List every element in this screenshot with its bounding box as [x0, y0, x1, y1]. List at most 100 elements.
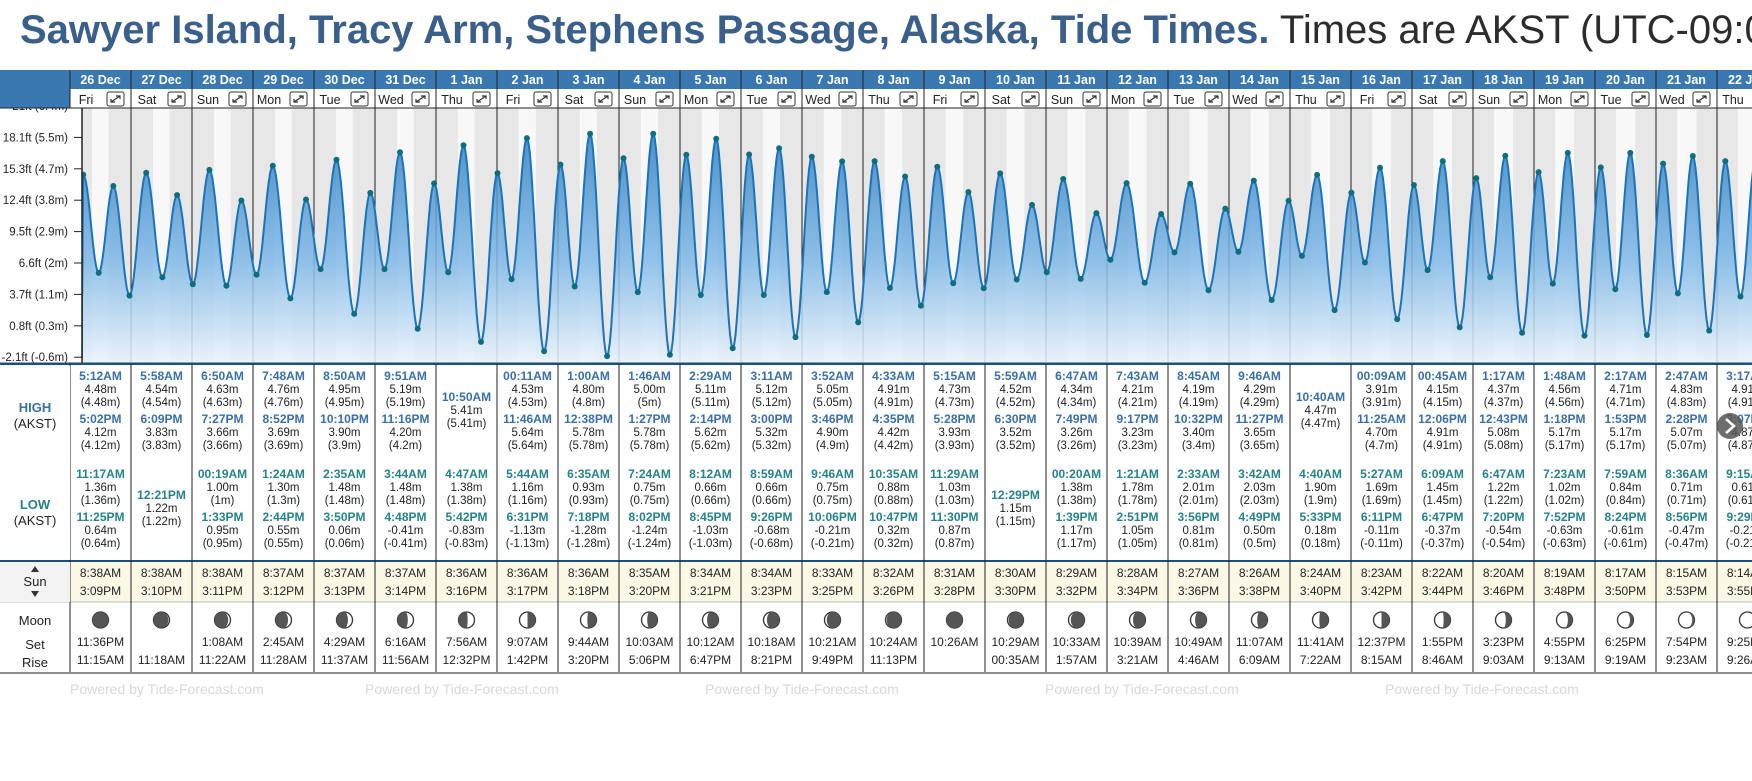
- high-tide-height: 5.19m: [390, 384, 422, 396]
- high-tide-height: 4.29m: [1244, 384, 1276, 396]
- low-tide-time: 11:30PM: [930, 510, 978, 524]
- low-tide-height-metric: (0.71m): [1667, 495, 1707, 507]
- low-tide-height: 0.50m: [1244, 525, 1276, 537]
- day-weekday: Tue: [319, 93, 340, 107]
- expand-day-button[interactable]: [411, 91, 430, 107]
- moonset-time: 9:25PM: [1727, 635, 1752, 649]
- moon-shadow: [275, 612, 289, 628]
- expand-day-button[interactable]: [1631, 91, 1650, 107]
- high-tide-height: 3.69m: [268, 427, 300, 439]
- expand-day-button[interactable]: [1692, 91, 1711, 107]
- expand-day-button[interactable]: [1448, 91, 1467, 107]
- scroll-right-button[interactable]: [1717, 413, 1743, 439]
- sunrise-time: 8:20AM: [1483, 566, 1524, 580]
- high-tide-height: 5.78m: [573, 427, 605, 439]
- low-tide-height: 1.38m: [1061, 482, 1093, 494]
- expand-icon: [903, 95, 914, 103]
- expand-icon: [1452, 95, 1463, 103]
- high-tide-time: 11:46AM: [503, 412, 552, 426]
- low-tide-time: 7:52PM: [1543, 510, 1585, 524]
- expand-day-button[interactable]: [1509, 91, 1528, 107]
- high-tide-height: 5.17m: [1610, 427, 1642, 439]
- expand-day-button[interactable]: [289, 91, 308, 107]
- expand-day-button[interactable]: [960, 91, 979, 107]
- day-weekday: Thu: [1295, 93, 1317, 107]
- tide-point: [1643, 332, 1650, 338]
- expand-icon: [293, 95, 304, 103]
- low-tide-time: 4:48PM: [384, 510, 426, 524]
- y-tick-label: 6.6ft (2m): [19, 258, 68, 270]
- tide-table: 21ft (6.4m)18.1ft (5.5m)15.3ft (4.7m)12.…: [0, 70, 1752, 697]
- expand-day-button[interactable]: [777, 91, 796, 107]
- expand-day-button[interactable]: [1265, 91, 1284, 107]
- tide-point: [997, 170, 1004, 177]
- high-tide-time: 11:16PM: [381, 412, 429, 426]
- high-tide-height-metric: (4.48m): [81, 397, 121, 409]
- low-tide-height-metric: (1.38m): [447, 495, 487, 507]
- high-tide-height: 5.12m: [756, 384, 788, 396]
- tide-point: [1187, 180, 1194, 187]
- day-weekday: Fri: [1360, 93, 1375, 107]
- high-tide-height-metric: (4.91m): [1728, 397, 1752, 409]
- moonrise-time: 1:57AM: [1056, 653, 1097, 667]
- moonrise-time: 8:15AM: [1361, 653, 1402, 667]
- expand-day-button[interactable]: [1326, 91, 1345, 107]
- low-tide-height-metric: (-0.37m): [1421, 538, 1465, 550]
- expand-day-button[interactable]: [228, 91, 247, 107]
- moonset-time: 4:55PM: [1544, 635, 1585, 649]
- high-tide-time: 00:09AM: [1357, 369, 1406, 383]
- moon-phase-icon: [1738, 611, 1752, 629]
- tide-point: [839, 158, 846, 165]
- expand-day-button[interactable]: [899, 91, 918, 107]
- moonrise-time: 9:23AM: [1666, 653, 1707, 667]
- expand-day-button[interactable]: [472, 91, 491, 107]
- expand-day-button[interactable]: [350, 91, 369, 107]
- low-tide-height: 0.66m: [695, 482, 727, 494]
- low-tide-height: 1.48m: [390, 482, 422, 494]
- high-tide-height-metric: (5.17m): [1545, 440, 1585, 452]
- expand-icon: [415, 95, 426, 103]
- high-tide-time: 1:27PM: [628, 412, 670, 426]
- sunrise-time: 8:24AM: [1300, 566, 1341, 580]
- sunset-time: 3:09PM: [80, 584, 121, 598]
- moonset-time: 1:08AM: [202, 635, 243, 649]
- expand-day-button[interactable]: [106, 91, 125, 107]
- day-weekday: Sun: [624, 93, 646, 107]
- low-tide-height-metric: (-0.21m): [1726, 538, 1752, 550]
- moon-phase-icon: [640, 611, 659, 629]
- low-tide-height-metric: (1.3m): [267, 495, 300, 507]
- tide-point: [965, 189, 972, 195]
- high-tide-height-metric: (4.9m): [816, 440, 849, 452]
- low-tide-height: -0.63m: [1547, 525, 1583, 537]
- moon-phase-icon: [1616, 611, 1635, 629]
- moon-shadow: [527, 612, 536, 628]
- sunset-time: 3:38PM: [1239, 584, 1280, 598]
- high-tide-height: 4.91m: [878, 384, 910, 396]
- expand-day-button[interactable]: [1082, 91, 1101, 107]
- expand-day-button[interactable]: [594, 91, 613, 107]
- low-tide-time: 2:44PM: [262, 510, 304, 524]
- expand-day-button[interactable]: [1143, 91, 1162, 107]
- sunrise-time: 8:33AM: [812, 566, 853, 580]
- sunrise-time: 8:37AM: [263, 566, 304, 580]
- tide-point: [1737, 293, 1744, 300]
- expand-day-button[interactable]: [1021, 91, 1040, 107]
- expand-day-button[interactable]: [1204, 91, 1223, 107]
- expand-icon: [1330, 95, 1341, 103]
- high-tide-height-metric: (4.21m): [1118, 397, 1158, 409]
- low-tide-height: -0.41m: [388, 525, 424, 537]
- expand-day-button[interactable]: [1387, 91, 1406, 107]
- expand-day-button[interactable]: [655, 91, 674, 107]
- tide-point: [729, 345, 736, 352]
- tide-point: [206, 166, 213, 173]
- expand-day-button[interactable]: [838, 91, 857, 107]
- high-tide-time: 7:49PM: [1055, 412, 1097, 426]
- expand-day-button[interactable]: [167, 91, 186, 107]
- low-tide-time: 8:56PM: [1665, 510, 1707, 524]
- day-weekday: Tue: [746, 93, 767, 107]
- moonrise-time: 6:09AM: [1239, 653, 1280, 667]
- expand-day-button[interactable]: [533, 91, 552, 107]
- high-tide-height: 4.34m: [1061, 384, 1093, 396]
- expand-day-button[interactable]: [716, 91, 735, 107]
- expand-day-button[interactable]: [1570, 91, 1589, 107]
